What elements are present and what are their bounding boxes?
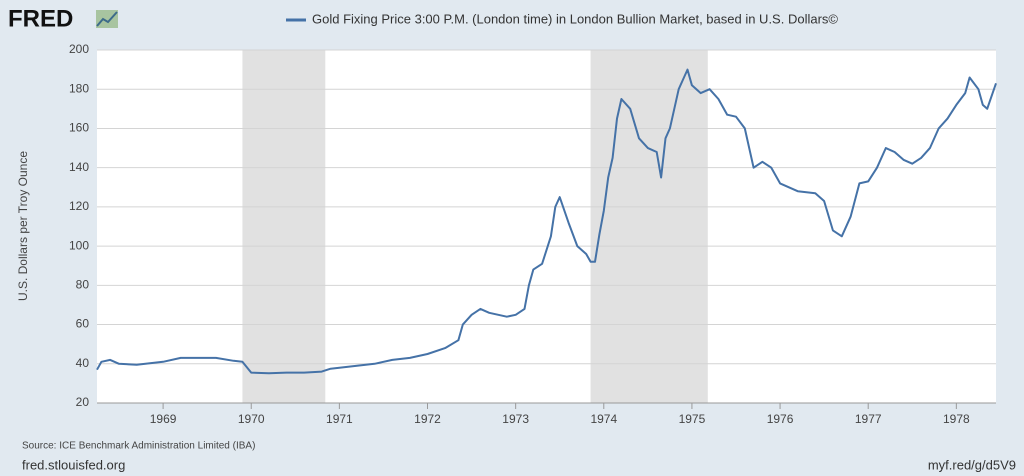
x-tick-label: 1975	[679, 412, 706, 426]
y-axis-label: U.S. Dollars per Troy Ounce	[16, 151, 30, 301]
y-tick-label: 60	[76, 317, 90, 331]
x-tick-label: 1976	[767, 412, 794, 426]
y-tick-label: 180	[69, 81, 89, 95]
source: Source: ICE Benchmark Administration Lim…	[22, 441, 255, 452]
recession-band	[242, 50, 326, 403]
legend-label: Gold Fixing Price 3:00 P.M. (London time…	[312, 11, 838, 26]
y-tick-label: 20	[76, 395, 90, 409]
short-link: myf.red/g/d5V9	[928, 457, 1016, 472]
plot-area	[97, 50, 996, 403]
y-tick-label: 80	[76, 278, 90, 292]
y-tick-label: 100	[69, 238, 89, 252]
y-tick-label: 140	[69, 160, 89, 174]
brand-icon	[96, 10, 118, 28]
recession-band	[590, 50, 708, 403]
x-tick-label: 1973	[502, 412, 529, 426]
y-tick-label: 200	[69, 42, 89, 56]
x-tick-label: 1972	[414, 412, 441, 426]
x-tick-label: 1971	[326, 412, 353, 426]
series-line	[96, 68, 997, 375]
y-tick-label: 120	[69, 199, 89, 213]
y-tick-label: 160	[69, 121, 89, 135]
x-tick-label: 1970	[238, 412, 265, 426]
x-tick-label: 1978	[943, 412, 970, 426]
x-tick-label: 1974	[590, 412, 617, 426]
site: fred.stlouisfed.org	[22, 457, 125, 472]
brand: FRED	[8, 5, 73, 32]
x-tick-label: 1969	[150, 412, 177, 426]
y-tick-label: 40	[76, 356, 90, 370]
x-tick-label: 1977	[855, 412, 882, 426]
